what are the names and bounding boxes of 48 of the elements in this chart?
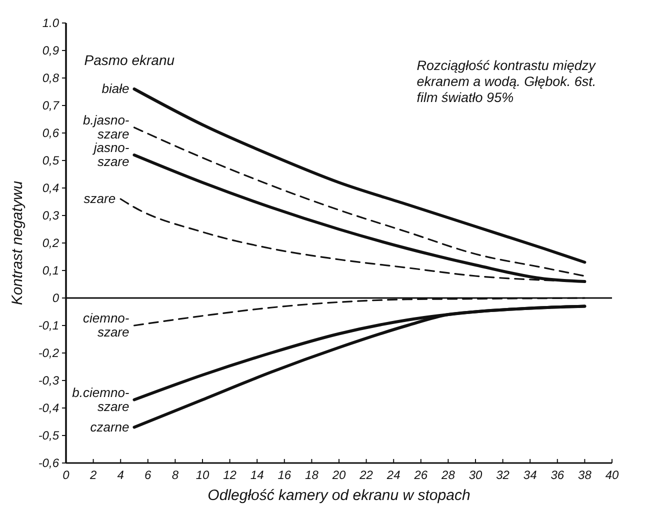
x-tick-label: 36 — [550, 468, 564, 482]
series-label: białe — [102, 81, 130, 96]
series-label: szare — [84, 191, 116, 206]
x-tick-label: 8 — [172, 468, 179, 482]
x-tick-label: 38 — [578, 468, 592, 482]
y-tick-label: 0,8 — [42, 71, 60, 85]
y-tick-label: 0,4 — [42, 181, 60, 195]
x-tick-label: 28 — [440, 468, 456, 482]
series-label: jasno-szare — [92, 140, 130, 169]
y-tick-label: -0,6 — [38, 456, 60, 470]
x-tick-label: 12 — [223, 468, 237, 482]
y-tick-label: 1.0 — [42, 16, 60, 30]
y-tick-label: 0,7 — [42, 98, 60, 112]
y-tick-label: 0,9 — [42, 44, 60, 58]
y-tick-label: -0,4 — [38, 401, 60, 415]
x-tick-label: 16 — [278, 468, 292, 482]
x-tick-label: 2 — [88, 468, 97, 482]
y-tick-label: -0,5 — [38, 428, 60, 442]
y-tick-label: 0,3 — [42, 208, 60, 222]
series-label: b.ciemno-szare — [72, 384, 130, 414]
annotation: Pasmo ekranu — [84, 52, 175, 68]
x-tick-label: 20 — [331, 468, 346, 482]
x-tick-label: 6 — [144, 468, 152, 482]
y-axis-title: Kontrast negatywu — [9, 180, 26, 306]
y-tick-label: 0,6 — [42, 126, 60, 140]
x-tick-label: 18 — [305, 468, 319, 482]
x-tick-label: 10 — [196, 468, 210, 482]
x-tick-label: 30 — [468, 468, 482, 482]
y-tick-label: -0,2 — [38, 346, 60, 360]
y-tick-label: -0,3 — [38, 374, 60, 388]
x-tick-label: 0 — [62, 468, 70, 482]
x-axis-title: Odległość kamery od ekranu w stopach — [208, 487, 470, 504]
series-label: ciemno-szare — [83, 310, 130, 340]
series-label: czarne — [90, 419, 130, 434]
x-tick-label: 14 — [250, 468, 264, 482]
x-tick-label: 4 — [117, 468, 124, 482]
y-tick-label: 0,5 — [42, 154, 60, 168]
x-tick-label: 24 — [386, 468, 401, 482]
y-tick-label: -0,1 — [38, 318, 59, 332]
y-tick-label: 0,1 — [42, 264, 59, 278]
y-tick-label: 0,2 — [42, 236, 60, 250]
y-tick-label: 0 — [52, 291, 60, 305]
x-tick-label: 40 — [605, 468, 619, 482]
x-tick-label: 26 — [413, 468, 428, 482]
x-tick-label: 32 — [496, 468, 510, 482]
x-tick-label: 34 — [523, 468, 538, 482]
annotation: Rozciągłość kontrastu między ekranem a wodą. Głębok. 6st. film światło 95% — [416, 58, 597, 105]
x-tick-label: 22 — [358, 468, 374, 482]
